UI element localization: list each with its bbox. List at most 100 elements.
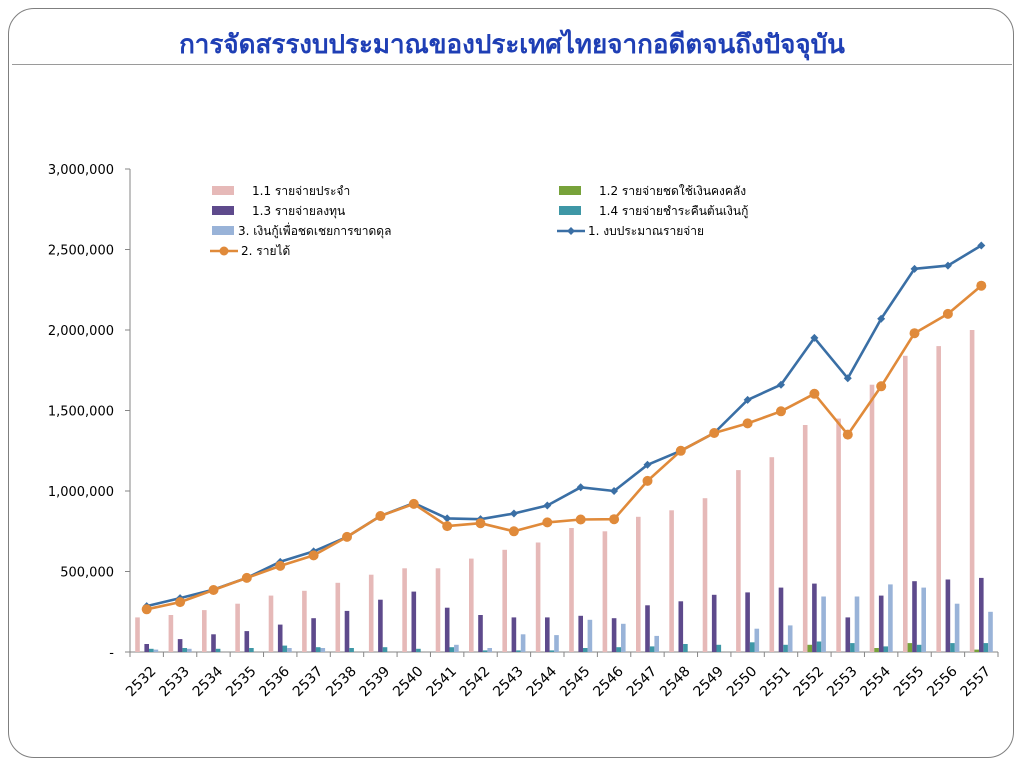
bar-1: [469, 558, 474, 652]
line-series-group: [141, 241, 987, 615]
line-marker-diamond: [943, 261, 952, 270]
bar-1: [335, 582, 341, 652]
x-tick-label: 2539: [357, 664, 394, 701]
x-tick-label: 2552: [791, 664, 828, 701]
bar-series-group: [135, 330, 993, 653]
line-marker-circle: [542, 517, 553, 528]
line-marker-diamond: [877, 314, 886, 323]
line-marker-diamond: [576, 483, 585, 492]
x-axis-labels: 2532253325342535253625372538253925402541…: [123, 663, 994, 700]
bar-1: [769, 457, 775, 652]
line-marker-circle: [976, 280, 987, 291]
bar-1: [702, 498, 708, 652]
x-tick-label: 2553: [824, 664, 861, 701]
bar-3: [378, 599, 383, 652]
bar-4: [282, 645, 288, 652]
bar-5: [754, 628, 760, 652]
bar-5: [487, 648, 492, 652]
x-tick-label: 2534: [190, 663, 227, 700]
line-marker-circle: [508, 526, 519, 537]
bar-3: [244, 631, 250, 652]
line-marker-diamond: [543, 501, 552, 510]
line-marker-circle: [408, 498, 419, 509]
x-tick-label: 2536: [257, 663, 294, 700]
bar-5: [554, 635, 559, 652]
line-marker-diamond: [743, 395, 752, 404]
x-tick-label: 2533: [156, 664, 193, 701]
bar-5: [888, 584, 893, 652]
line-marker-diamond: [610, 487, 619, 495]
line-marker-circle: [308, 550, 319, 561]
bar-1: [302, 590, 307, 652]
x-tick-label: 2540: [390, 664, 427, 701]
bar-4: [516, 650, 521, 652]
bar-4: [349, 648, 354, 652]
bar-1: [736, 470, 741, 652]
x-tick-label: 2535: [223, 664, 260, 701]
bar-5: [320, 648, 326, 652]
legend-marker: [567, 227, 575, 235]
line-marker-circle: [909, 328, 920, 339]
bar-3: [945, 579, 951, 652]
line-marker-circle: [876, 381, 887, 392]
line-marker-circle: [609, 514, 620, 525]
x-tick-label: 2549: [691, 664, 728, 701]
bar-3: [511, 617, 517, 652]
legend-marker: [219, 246, 229, 256]
legend-label: 1.1 รายจ่ายประจำ: [252, 184, 350, 198]
line-marker-diamond: [977, 241, 986, 250]
bar-1: [202, 610, 207, 652]
chart-legend: 1.1 รายจ่ายประจำ 1.2 รายจ่ายชดใช้เงินคงคล…: [210, 184, 748, 258]
x-tick-label: 2537: [290, 664, 327, 701]
bar-2: [807, 644, 813, 652]
bar-4: [215, 648, 221, 652]
bar-5: [821, 596, 826, 652]
x-tick-label: 2541: [423, 664, 460, 701]
y-tick-label: 1,000,000: [48, 485, 114, 500]
bar-5: [454, 644, 459, 652]
bar-5: [854, 596, 860, 652]
bar-1: [669, 510, 674, 652]
x-tick-label: 2551: [757, 664, 794, 701]
y-tick-label: 500,000: [60, 566, 114, 581]
line-marker-circle: [776, 406, 786, 417]
bar-5: [654, 635, 659, 652]
x-tick-label: 2532: [123, 664, 160, 701]
bar-1: [903, 355, 908, 652]
bar-3: [144, 644, 149, 652]
line-marker-circle: [375, 511, 386, 521]
x-tick-label: 2555: [891, 664, 928, 701]
line-marker-diamond: [810, 333, 819, 342]
bar-2: [907, 643, 913, 652]
bar-4: [449, 647, 455, 652]
bar-1: [435, 568, 441, 652]
chart-axes: - 500,000 1,000,000 1,500,000 2,000,000 2,500…: [48, 163, 999, 661]
bar-4: [416, 648, 421, 652]
bar-1: [368, 574, 374, 652]
x-tick-label: 2550: [724, 664, 761, 701]
bar-4: [315, 647, 321, 652]
bar-5: [520, 634, 526, 652]
bar-5: [988, 611, 993, 653]
y-tick-label: 3,000,000: [48, 163, 114, 178]
bar-2: [974, 649, 979, 652]
bar-4: [616, 647, 621, 652]
line-marker-circle: [742, 418, 753, 429]
legend-label: 2. รายได้: [241, 244, 290, 258]
bar-1: [235, 603, 240, 652]
bar-5: [587, 619, 593, 652]
bar-3: [545, 617, 550, 652]
bar-1: [969, 330, 975, 652]
bar-3: [478, 615, 483, 652]
bar-1: [268, 595, 274, 652]
x-tick-label: 2542: [457, 664, 494, 701]
bar-5: [187, 648, 192, 652]
bar-3: [711, 594, 717, 652]
bar-5: [921, 587, 926, 652]
bar-1: [535, 542, 541, 652]
legend-swatch: [559, 206, 581, 215]
bar-4: [749, 642, 755, 652]
bar-5: [621, 623, 626, 652]
bar-3: [845, 617, 851, 652]
legend-label: 1.2 รายจ่ายชดใช้เงินคงคลัง: [599, 184, 746, 198]
